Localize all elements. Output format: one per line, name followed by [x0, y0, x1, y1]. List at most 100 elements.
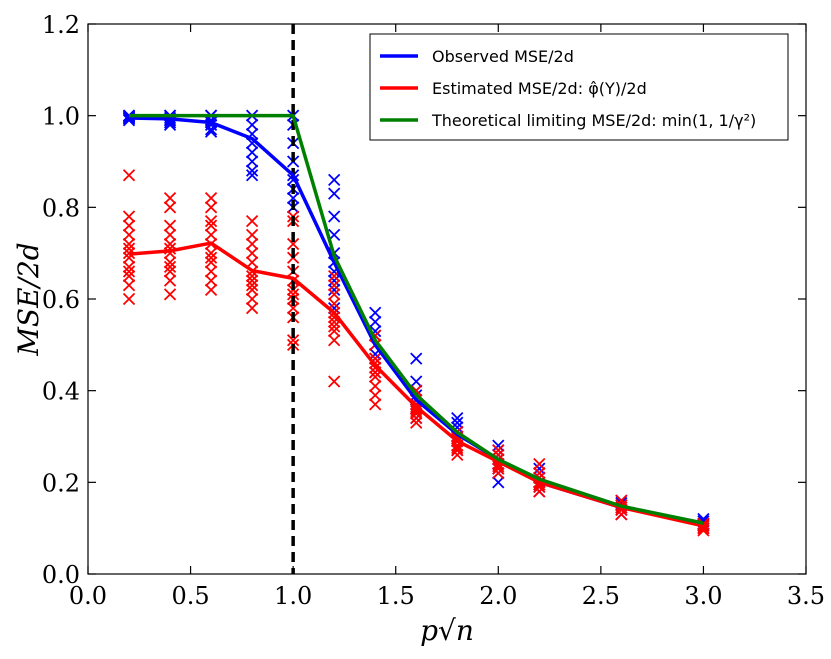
y-tick-label-3: 0.6 — [42, 286, 80, 314]
scatter-point-s1-x10-5 — [533, 457, 546, 471]
scatter-point-s1-x5-10 — [328, 311, 341, 324]
scatter-point-s0-x5-7 — [328, 173, 341, 186]
x-tick-label-7: 3.5 — [787, 582, 825, 610]
scatter-point-s1-x5-5 — [328, 297, 341, 310]
scatter-point-s1-x0-7 — [122, 228, 136, 241]
scatter-point-s1-x12-3 — [697, 517, 710, 530]
scatter-point-s1-x5-1 — [328, 334, 341, 347]
scatter-point-s1-x2-11 — [204, 247, 218, 260]
scatter-point-s1-x2-6 — [204, 219, 218, 232]
scatter-point-s1-x8-1 — [451, 444, 464, 457]
scatter-point-s0-x3-6 — [245, 146, 259, 159]
scatter-point-s1-x4-8 — [287, 237, 300, 251]
scatter-point-s0-x2-4 — [204, 125, 218, 138]
plot-area — [122, 24, 710, 574]
scatter-point-s0-x6-5 — [369, 306, 382, 319]
scatter-point-s1-x1-0 — [163, 288, 177, 301]
legend-label-2: Theoretical limiting MSE/2d: min(1, 1/γ²… — [431, 111, 756, 130]
scatter-point-s0-x3-4 — [245, 118, 259, 131]
scatter-point-s1-x0-1 — [122, 279, 136, 292]
series-line-1 — [128, 241, 704, 528]
legend-label-1: Estimated MSE/2d: φ̂(Y)/2d — [432, 79, 647, 98]
scatter-point-s1-x3-5 — [245, 256, 259, 269]
scatter-point-s0-x3-2 — [245, 137, 259, 150]
legend: Observed MSE/2d Estimated MSE/2d: φ̂(Y)/2… — [369, 33, 789, 141]
scatter-point-s1-x5-6 — [328, 288, 341, 301]
y-tick-label-4: 0.8 — [42, 194, 80, 222]
scatter-point-s1-x1-6 — [163, 228, 177, 241]
scatter-point-s1-x1-7 — [163, 219, 177, 232]
scatter-point-s0-x9-0 — [492, 476, 505, 489]
scatter-point-s1-x6-2 — [369, 379, 382, 393]
x-tick-label-1: 0.5 — [171, 582, 209, 610]
scatter-point-s0-x7-4 — [410, 375, 423, 388]
scatter-point-s1-x0-9 — [122, 210, 136, 223]
scatter-point-s1-x0-6 — [122, 237, 136, 251]
scatter-point-s1-x4-3 — [287, 302, 300, 315]
scatter-point-s1-x3-6 — [245, 247, 259, 260]
scatter-point-s1-x4-4 — [287, 288, 300, 301]
scatter-point-s1-x3-8 — [245, 228, 259, 241]
scatter-point-s1-x0-11 — [122, 265, 136, 278]
scatter-point-s1-x1-1 — [163, 274, 177, 287]
scatter-point-s1-x2-2 — [204, 265, 218, 278]
scatter-point-s0-x3-1 — [245, 155, 259, 168]
scatter-point-s1-x1-9 — [163, 192, 177, 205]
scatter-point-s1-x3-2 — [245, 283, 259, 296]
y-tick-label-0: 0.0 — [42, 561, 80, 589]
scatter-point-s0-x5-1 — [328, 283, 341, 296]
scatter-point-s1-x2-7 — [204, 214, 218, 228]
scatter-point-s1-x6-3 — [369, 370, 382, 384]
y-tick-label-1: 0.2 — [42, 469, 80, 497]
scatter-point-s1-x2-0 — [204, 283, 218, 296]
scatter-point-s0-x5-5 — [328, 210, 341, 223]
scatter-point-s0-x3-7 — [245, 164, 259, 177]
scatter-point-s1-x1-3 — [163, 256, 177, 269]
scatter-point-s0-x8-5 — [451, 412, 464, 425]
scatter-point-s1-x3-7 — [245, 237, 259, 251]
scatter-point-s0-x8-4 — [451, 416, 464, 429]
scatter-point-s1-x1-5 — [163, 237, 177, 251]
scatter-point-s1-x0-3 — [122, 260, 136, 274]
y-tick-label-5: 1.0 — [42, 103, 80, 131]
scatter-point-s1-x3-0 — [245, 302, 259, 315]
scatter-point-s1-x5-7 — [328, 279, 341, 292]
scatter-point-s1-x9-5 — [492, 444, 505, 457]
scatter-point-s1-x3-1 — [245, 292, 259, 306]
scatter-point-s1-x3-9 — [245, 214, 259, 228]
scatter-point-s0-x3-0 — [245, 169, 259, 182]
scatter-point-s1-x2-1 — [204, 274, 218, 287]
scatter-point-s1-x0-2 — [122, 269, 136, 283]
x-tick-label-5: 2.5 — [582, 582, 620, 610]
x-tick-label-2: 1.0 — [274, 582, 312, 610]
scatter-point-s1-x2-10 — [204, 256, 218, 269]
scatter-point-s0-x5-6 — [328, 187, 341, 200]
y-tick-label-6: 1.2 — [42, 11, 80, 39]
scatter-point-s1-x4-1 — [287, 334, 300, 347]
scatter-point-s1-x0-0 — [122, 292, 136, 306]
x-tick-label-3: 1.5 — [377, 582, 415, 610]
scatter-point-s0-x9-5 — [492, 439, 505, 452]
scatter-point-s0-x6-4 — [369, 315, 382, 329]
scatter-point-s1-x2-5 — [204, 228, 218, 241]
scatter-point-s1-x2-9 — [204, 192, 218, 205]
x-tick-label-6: 3.0 — [684, 582, 722, 610]
scatter-point-s1-x7-0 — [410, 416, 423, 429]
scatter-point-s0-x10-5 — [533, 462, 546, 475]
scatter-point-s1-x6-0 — [369, 398, 382, 411]
scatter-point-s1-x2-8 — [204, 201, 218, 214]
scatter-point-s1-x0-10 — [122, 169, 136, 182]
scatter-point-s1-x1-10 — [163, 260, 177, 274]
scatter-point-s0-x7-5 — [410, 352, 423, 365]
scatter-point-s1-x2-3 — [204, 251, 218, 264]
scatter-point-s1-x6-1 — [369, 389, 382, 402]
series-line-2 — [129, 113, 704, 525]
legend-box — [369, 33, 789, 141]
scatter-point-s0-x4-7 — [287, 192, 300, 205]
scatter-point-s1-x0-8 — [122, 219, 136, 232]
x-tick-label-4: 2.0 — [479, 582, 517, 610]
scatter-point-s1-x1-8 — [163, 201, 177, 214]
scatter-point-s1-x5-0 — [328, 375, 341, 388]
y-tick-label-2: 0.4 — [42, 378, 80, 406]
